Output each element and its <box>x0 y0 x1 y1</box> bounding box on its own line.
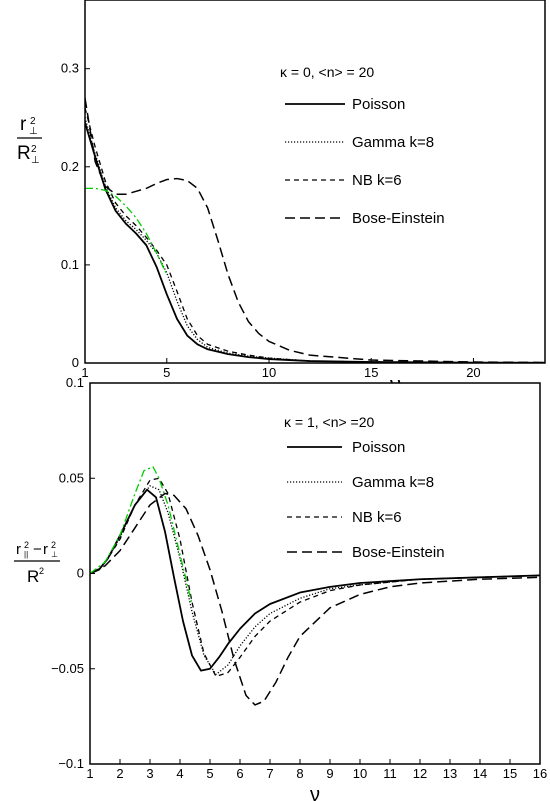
bottom-ylabel-minus: − <box>33 541 42 558</box>
top-ylabel-num-sub: ⊥ <box>29 126 38 137</box>
bottom-x-tick-label: 12 <box>413 766 427 781</box>
top-y-axis-label: r 2 ⊥ R 2 ⊥ <box>17 114 42 166</box>
top-x-tick-label: 15 <box>364 365 378 380</box>
bottom-ylabel-den: R <box>27 567 39 586</box>
bottom-series-line-unlabeled-green <box>90 466 193 605</box>
top-plot-frame <box>84 0 546 364</box>
bottom-ylabel-num-a-sub: || <box>24 550 28 559</box>
top-ylabel-num-sup: 2 <box>30 116 36 127</box>
top-y-tick-label: 0.3 <box>61 61 79 76</box>
top-y-tick-label: 0.1 <box>61 257 79 272</box>
bottom-x-tick-label: 15 <box>503 766 517 781</box>
bottom-x-tick-label: 13 <box>443 766 457 781</box>
top-y-tick-label: 0.2 <box>61 159 79 174</box>
bottom-x-tick-label: 2 <box>116 766 123 781</box>
bottom-x-tick-label: 16 <box>533 766 547 781</box>
bottom-ylabel-num-a-sup: 2 <box>24 540 29 550</box>
top-legend-label: Bose-Einstein <box>352 210 445 227</box>
top-legend: Poisson Gamma k=8 NB k=6 Bose-Einstein <box>285 96 445 227</box>
bottom-y-tick-label: −0.05 <box>51 661 84 676</box>
bottom-series-line-bose-einstein <box>90 492 540 706</box>
bottom-legend-label: NB k=6 <box>352 509 402 526</box>
top-legend-label: NB k=6 <box>352 172 402 189</box>
top-ylabel-den-sup: 2 <box>31 144 37 155</box>
top-series-line-bose-einstein <box>85 97 545 363</box>
bottom-x-tick-label: 7 <box>266 766 273 781</box>
bottom-x-axis-label: ν <box>310 784 320 801</box>
bottom-x-tick-label: 11 <box>383 766 397 781</box>
bottom-x-tick-label: 14 <box>473 766 487 781</box>
bottom-legend-label: Poisson <box>352 439 405 456</box>
bottom-y-tick-label: −0.1 <box>58 756 84 771</box>
top-series-line-nb-k-6 <box>85 107 545 363</box>
bottom-x-tick-label: 8 <box>296 766 303 781</box>
bottom-y-tick-label: 0 <box>77 566 84 581</box>
bottom-x-tick-label: 9 <box>326 766 333 781</box>
bottom-x-tick-label: 4 <box>176 766 183 781</box>
bottom-series-line-nb-k-6 <box>90 477 540 678</box>
bottom-ylabel-den-sup: 2 <box>39 566 44 576</box>
bottom-y-axis-label: r 2 || − r 2 ⊥ R 2 <box>14 540 60 586</box>
top-x-tick-label: 10 <box>262 365 276 380</box>
bottom-ylabel-num-b: r <box>43 541 48 558</box>
top-ylabel-num: r <box>20 114 27 135</box>
top-x-tick-label: 5 <box>163 365 170 380</box>
bottom-curves <box>90 466 540 706</box>
bottom-x-tick-label: 1 <box>86 766 93 781</box>
bottom-panel: 1 2 3 4 5 6 7 8 9 10 11 12 13 14 15 16−0.1−0.0500.050.1… <box>14 375 547 801</box>
bottom-y-tick-label: 0.1 <box>66 375 84 390</box>
top-series-line-poisson <box>85 122 545 363</box>
bottom-plot-frame-bg <box>90 383 540 764</box>
top-ylabel-den: R <box>17 143 31 164</box>
bottom-x-tick-label: 10 <box>353 766 367 781</box>
top-legend-label: Gamma k=8 <box>352 134 434 151</box>
top-x-tick-label: 20 <box>466 365 480 380</box>
bottom-x-tick-label: 6 <box>236 766 243 781</box>
top-curves <box>85 97 545 363</box>
top-annotation: κ = 0, <n> = 20 <box>280 64 374 80</box>
top-ylabel-den-sub: ⊥ <box>31 155 40 166</box>
bottom-annotation: κ = 1, <n> =20 <box>284 414 375 430</box>
bottom-ylabel-num-b-sup: 2 <box>51 540 56 550</box>
bottom-x-tick-label: 3 <box>146 766 153 781</box>
bottom-legend-label: Bose-Einstein <box>352 544 445 561</box>
bottom-ylabel-num-b-sub: ⊥ <box>51 550 58 559</box>
bottom-ylabel-num-a: r <box>16 541 21 558</box>
top-x-tick-label: 1 <box>81 365 88 380</box>
top-series-line-gamma-k-8 <box>85 117 545 363</box>
bottom-legend: Poisson Gamma k=8 NB k=6 Bose-Einstein <box>287 439 445 561</box>
top-legend-label: Poisson <box>352 96 405 113</box>
bottom-legend-label: Gamma k=8 <box>352 474 434 491</box>
bottom-x-tick-label: 5 <box>206 766 213 781</box>
bottom-y-tick-label: 0.05 <box>59 470 84 485</box>
top-y-tick-label: 0 <box>72 355 79 370</box>
